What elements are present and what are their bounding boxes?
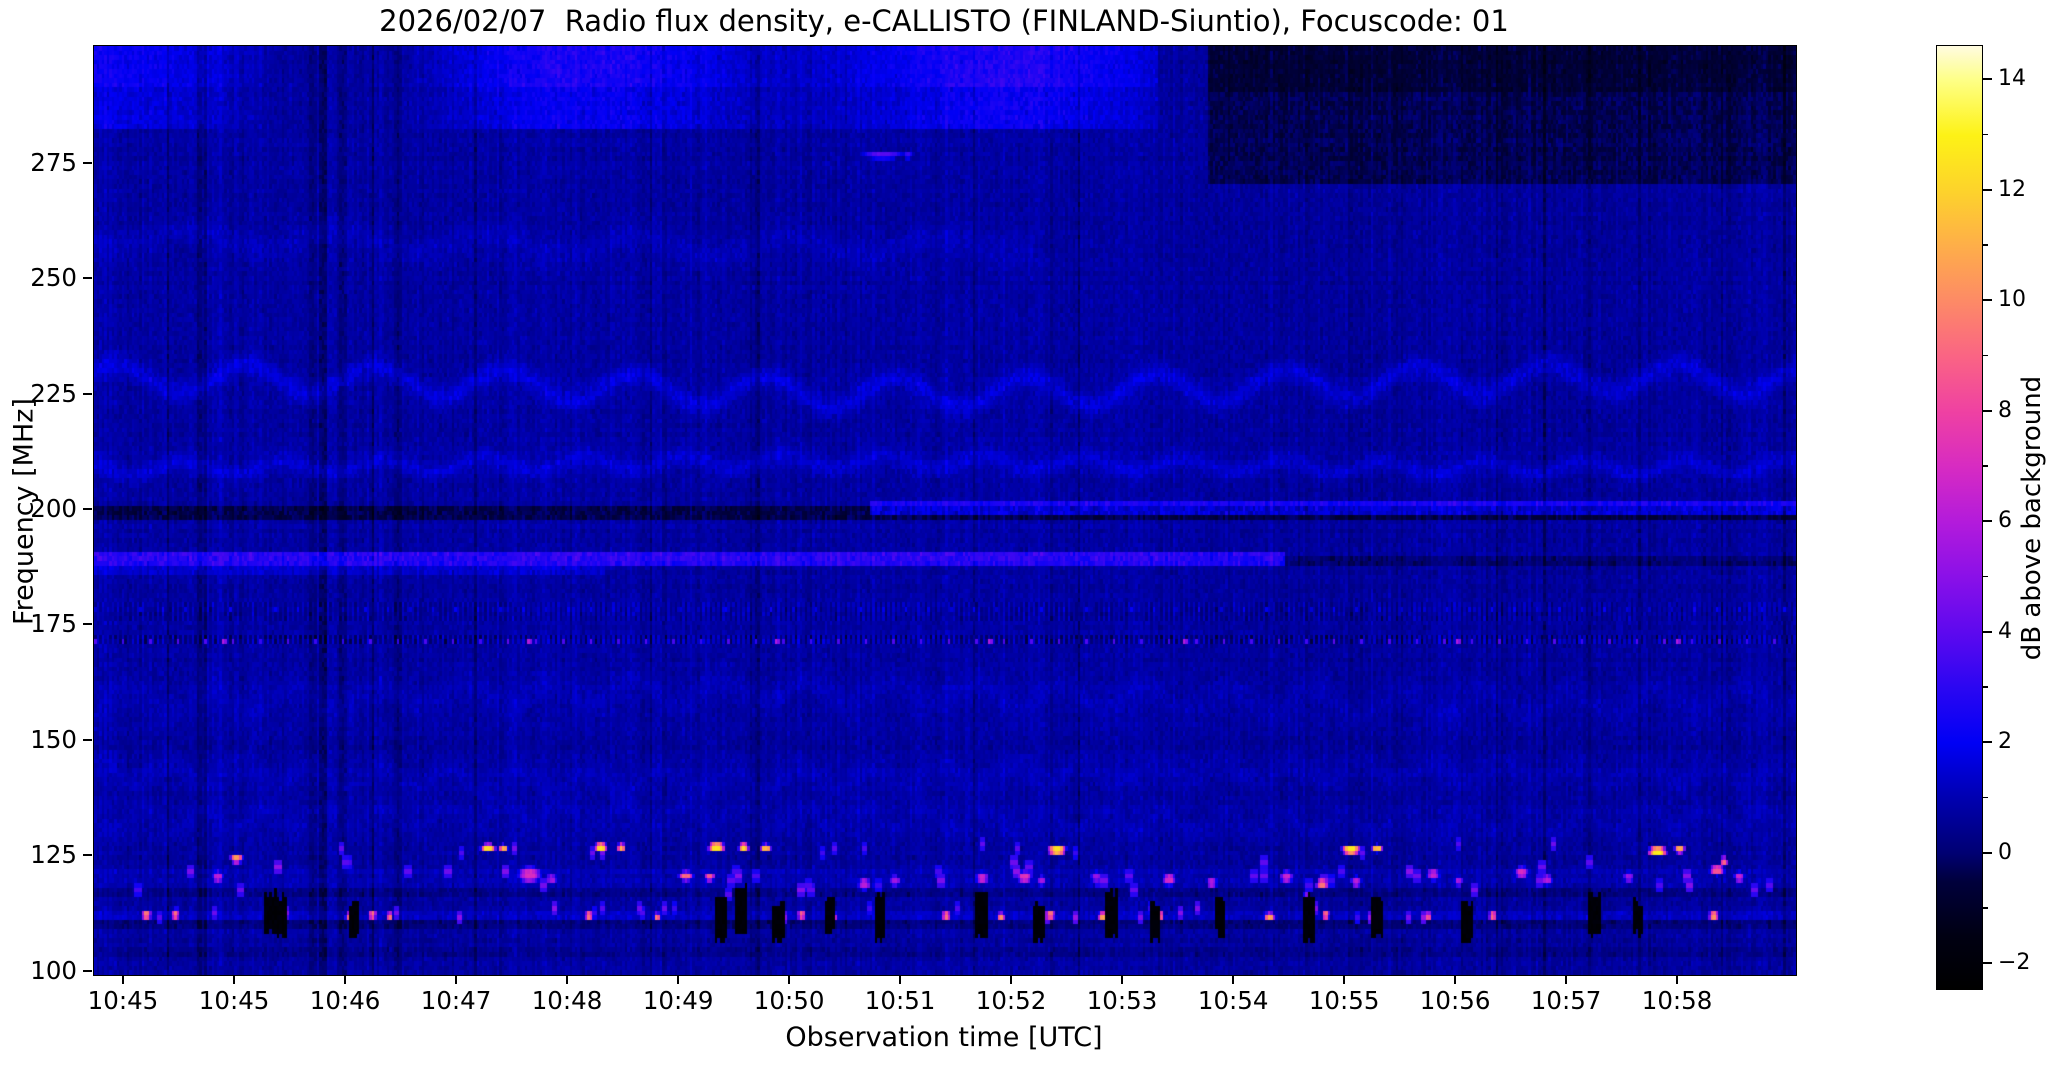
colorbar-tick-mark (1983, 630, 1992, 633)
x-tick-label: 10:55 (1308, 986, 1380, 1015)
colorbar-tick-mark (1983, 741, 1992, 744)
y-tick-label: 250 (30, 262, 77, 292)
colorbar-minor-tick-mark (1983, 907, 1988, 909)
colorbar-minor-tick-mark (1983, 133, 1988, 136)
colorbar-tick-label: 12 (1998, 176, 2026, 202)
colorbar-label: dB above background (2017, 375, 2047, 661)
x-tick-mark (1010, 975, 1013, 984)
y-tick-mark (83, 969, 92, 972)
x-tick-mark (455, 975, 458, 984)
colorbar (1936, 45, 1983, 990)
y-axis-label: Frequency [MHz] (8, 398, 40, 625)
y-tick-label: 200 (30, 493, 77, 523)
colorbar-minor-tick-mark (1983, 244, 1988, 246)
y-tick-mark (83, 161, 92, 164)
x-tick-mark (1121, 975, 1124, 984)
x-tick-label: 10:58 (1641, 986, 1713, 1015)
x-tick-label: 10:50 (753, 986, 825, 1015)
colorbar-tick-mark (1983, 78, 1992, 81)
y-tick-mark (83, 277, 92, 280)
y-tick-label: 125 (30, 840, 77, 870)
colorbar-minor-tick-mark (1983, 354, 1988, 357)
colorbar-tick-label: 6 (1998, 508, 2012, 534)
x-tick-label: 10:56 (1419, 986, 1491, 1015)
y-tick-label: 150 (30, 724, 77, 754)
x-tick-label: 10:57 (1530, 986, 1602, 1015)
colorbar-tick-label: 10 (1998, 287, 2026, 313)
y-tick-label: 225 (30, 378, 77, 408)
colorbar-tick-mark (1983, 409, 1992, 412)
colorbar-minor-tick-mark (1983, 686, 1988, 688)
x-tick-mark (1565, 975, 1568, 984)
colorbar-tick-mark (1983, 299, 1992, 302)
x-tick-mark (566, 975, 568, 984)
colorbar-tick-label: 2 (1998, 729, 2012, 755)
x-tick-mark (788, 975, 791, 984)
colorbar-minor-tick-mark (1983, 465, 1988, 467)
x-tick-label: 10:49 (642, 986, 714, 1015)
colorbar-tick-mark (1983, 188, 1992, 191)
x-tick-mark (1343, 975, 1346, 984)
colorbar-tick-label: −2 (1998, 950, 2031, 976)
colorbar-tick-label: 0 (1998, 839, 2012, 865)
x-tick-mark (121, 975, 124, 984)
colorbar-tick-mark (1983, 851, 1992, 854)
x-tick-label: 10:47 (420, 986, 492, 1015)
x-tick-mark (1454, 975, 1457, 984)
x-tick-label: 10:46 (309, 986, 381, 1015)
colorbar-tick-label: 4 (1998, 618, 2012, 644)
y-tick-mark (83, 738, 92, 741)
y-tick-label: 275 (30, 147, 77, 177)
x-tick-mark (344, 975, 347, 984)
x-tick-label: 10:48 (531, 986, 603, 1015)
x-tick-mark (1232, 975, 1235, 984)
x-tick-label: 10:53 (1086, 986, 1158, 1015)
y-tick-mark (83, 508, 92, 511)
colorbar-tick-mark (1983, 962, 1992, 965)
y-tick-mark (83, 854, 92, 857)
y-tick-mark (83, 623, 92, 626)
spectrogram-plot-area (93, 45, 1797, 976)
spectrogram-canvas (94, 46, 1796, 975)
x-tick-label: 10:51 (864, 986, 936, 1015)
colorbar-tick-label: 8 (1998, 397, 2012, 423)
colorbar-tick-mark (1983, 520, 1992, 523)
chart-title: 2026/02/07 Radio flux density, e-CALLIST… (379, 4, 1509, 38)
x-tick-label: 10:45 (87, 986, 159, 1015)
colorbar-minor-tick-mark (1983, 796, 1988, 799)
colorbar-minor-tick-mark (1983, 575, 1988, 578)
colorbar-tick-label: 14 (1998, 66, 2026, 92)
x-tick-label: 10:45 (198, 986, 270, 1015)
y-tick-label: 100 (30, 955, 77, 985)
y-tick-mark (83, 392, 92, 395)
x-axis-label: Observation time [UTC] (785, 1022, 1103, 1053)
x-tick-label: 10:54 (1197, 986, 1269, 1015)
x-tick-mark (677, 975, 680, 984)
x-tick-mark (899, 975, 902, 984)
y-tick-label: 175 (30, 609, 77, 639)
x-tick-mark (1676, 975, 1679, 984)
x-tick-mark (233, 975, 236, 984)
x-tick-label: 10:52 (975, 986, 1047, 1015)
